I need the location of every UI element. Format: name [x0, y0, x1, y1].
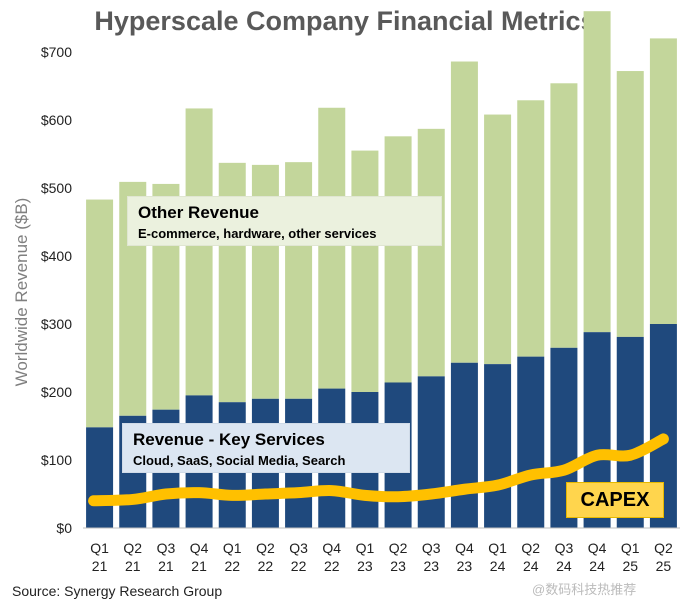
x-tick-label-year: 23	[423, 558, 439, 574]
x-tick-label-year: 23	[390, 558, 406, 574]
other-revenue-bar	[517, 100, 545, 357]
other-revenue-annotation: Other Revenue E-commerce, hardware, othe…	[127, 196, 442, 246]
key-revenue-bar	[86, 427, 114, 528]
other-revenue-subtitle: E-commerce, hardware, other services	[138, 226, 377, 241]
x-tick-label-quarter: Q3	[555, 540, 574, 556]
x-tick-label-quarter: Q3	[157, 540, 176, 556]
x-tick-label-year: 22	[224, 558, 240, 574]
key-revenue-bar	[517, 356, 545, 528]
x-tick-label-quarter: Q1	[488, 540, 507, 556]
x-tick-label-year: 24	[556, 558, 572, 574]
other-revenue-bar	[616, 71, 644, 337]
y-tick-label: $600	[41, 112, 72, 128]
capex-line	[88, 433, 669, 507]
x-tick-label-quarter: Q4	[588, 540, 607, 556]
x-tick-label-quarter: Q2	[389, 540, 408, 556]
key-revenue-bar	[484, 364, 512, 528]
x-tick-label-quarter: Q4	[322, 540, 341, 556]
x-tick-label-year: 22	[291, 558, 307, 574]
x-tick-label-year: 24	[589, 558, 605, 574]
other-revenue-bar	[450, 61, 478, 363]
x-tick-label-quarter: Q2	[256, 540, 275, 556]
other-revenue-title: Other Revenue	[138, 203, 259, 222]
source-note: Source: Synergy Research Group	[12, 583, 223, 599]
y-tick-label: $700	[41, 44, 72, 60]
other-revenue-bar	[86, 199, 114, 428]
x-tick-label-quarter: Q1	[621, 540, 640, 556]
y-tick-label: $500	[41, 180, 72, 196]
x-tick-label-quarter: Q3	[289, 540, 308, 556]
key-revenue-bar	[417, 376, 445, 528]
x-tick-label-year: 22	[324, 558, 340, 574]
key-revenue-bar	[450, 362, 478, 528]
x-tick-label-year: 25	[656, 558, 672, 574]
x-tick-label-year: 23	[457, 558, 473, 574]
capex-label: CAPEX	[566, 482, 664, 518]
x-tick-label-quarter: Q4	[190, 540, 209, 556]
y-tick-label: $200	[41, 384, 72, 400]
x-tick-label-quarter: Q2	[123, 540, 142, 556]
other-revenue-bar	[583, 11, 611, 333]
x-tick-label-year: 21	[125, 558, 141, 574]
other-revenue-bar	[351, 150, 379, 392]
x-tick-label-year: 21	[191, 558, 207, 574]
y-tick-label: $100	[41, 452, 72, 468]
x-tick-label-year: 24	[523, 558, 539, 574]
x-tick-label-quarter: Q2	[654, 540, 673, 556]
x-tick-label-year: 23	[357, 558, 373, 574]
other-revenue-bar	[649, 38, 677, 325]
key-revenue-subtitle: Cloud, SaaS, Social Media, Search	[133, 453, 346, 468]
y-tick-label: $400	[41, 248, 72, 264]
other-revenue-bar	[384, 136, 412, 383]
x-tick-label-year: 25	[622, 558, 638, 574]
y-tick-label: $0	[56, 520, 72, 536]
other-revenue-bar	[318, 107, 346, 389]
x-tick-label-year: 22	[258, 558, 274, 574]
x-tick-label-quarter: Q4	[455, 540, 474, 556]
x-tick-label-quarter: Q1	[223, 540, 242, 556]
x-tick-label-year: 21	[158, 558, 174, 574]
x-tick-label-year: 24	[490, 558, 506, 574]
other-revenue-bar	[484, 114, 512, 365]
other-revenue-bar	[550, 83, 578, 348]
x-tick-label-quarter: Q1	[356, 540, 375, 556]
other-revenue-bar	[185, 108, 213, 396]
x-tick-label-quarter: Q1	[90, 540, 109, 556]
watermark: @数码科技热推荐	[532, 582, 637, 597]
x-tick-label-year: 21	[92, 558, 108, 574]
x-tick-label-quarter: Q3	[422, 540, 441, 556]
other-revenue-bar	[417, 128, 445, 377]
chart-title: Hyperscale Company Financial Metrics	[94, 6, 596, 36]
y-tick-label: $300	[41, 316, 72, 332]
key-revenue-title: Revenue - Key Services	[133, 430, 325, 449]
x-tick-label-quarter: Q2	[521, 540, 540, 556]
key-revenue-annotation: Revenue - Key Services Cloud, SaaS, Soci…	[122, 423, 410, 473]
